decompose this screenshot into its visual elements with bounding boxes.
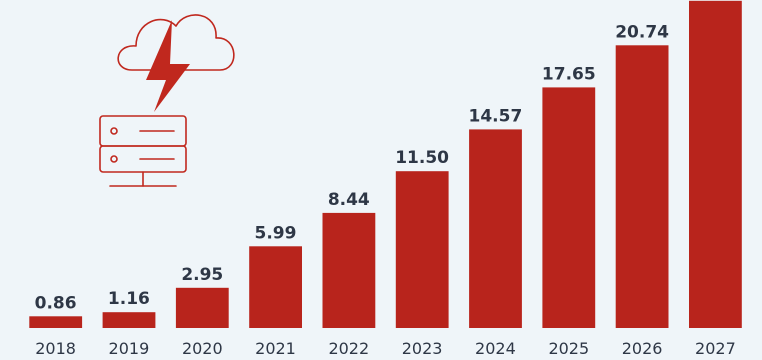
tick-label-2024: 2024 xyxy=(475,339,516,358)
tick-label-2022: 2022 xyxy=(328,339,369,358)
bar-2023 xyxy=(395,171,449,328)
lightning-bolt-icon xyxy=(146,20,190,112)
tick-label-2018: 2018 xyxy=(35,339,76,358)
value-label-2022: 8.44 xyxy=(328,190,370,210)
server-led-bottom xyxy=(110,155,118,163)
bar-2019 xyxy=(102,312,156,328)
value-label-2024: 14.57 xyxy=(469,106,523,126)
value-label-2026: 20.74 xyxy=(615,22,669,42)
value-label-2020: 2.95 xyxy=(181,265,223,285)
tick-label-2021: 2021 xyxy=(255,339,296,358)
bar-2020 xyxy=(175,287,229,328)
value-label-2021: 5.99 xyxy=(255,223,297,243)
bar-2027 xyxy=(689,0,742,329)
value-label-2023: 11.50 xyxy=(395,148,449,168)
tick-labels-group: 2018 2019 2020 2021 2022 2023 2024 2025 2026 2027 xyxy=(35,339,736,358)
tick-label-2025: 2025 xyxy=(548,339,589,358)
value-label-2018: 0.86 xyxy=(35,293,77,313)
value-labels-group: 0.86 1.16 2.95 5.99 8.44 11.50 14.57 17.65 20.74 xyxy=(35,22,670,313)
value-label-2025: 17.65 xyxy=(542,64,596,84)
cloud-lightning-server-icon xyxy=(99,14,235,187)
server-led-top xyxy=(110,127,118,135)
tick-label-2027: 2027 xyxy=(695,339,736,358)
bars-group xyxy=(29,0,742,329)
tick-label-2020: 2020 xyxy=(182,339,223,358)
bar-2022 xyxy=(322,212,376,328)
tick-label-2023: 2023 xyxy=(402,339,443,358)
cloud-shape xyxy=(117,14,235,71)
bar-2018 xyxy=(29,316,83,328)
bar-2021 xyxy=(249,246,302,328)
bar-2025 xyxy=(542,87,596,329)
tick-label-2019: 2019 xyxy=(109,339,150,358)
tick-label-2026: 2026 xyxy=(622,339,663,358)
bar-2024 xyxy=(469,129,522,328)
bar-2026 xyxy=(615,45,669,329)
value-label-2019: 1.16 xyxy=(108,289,150,309)
